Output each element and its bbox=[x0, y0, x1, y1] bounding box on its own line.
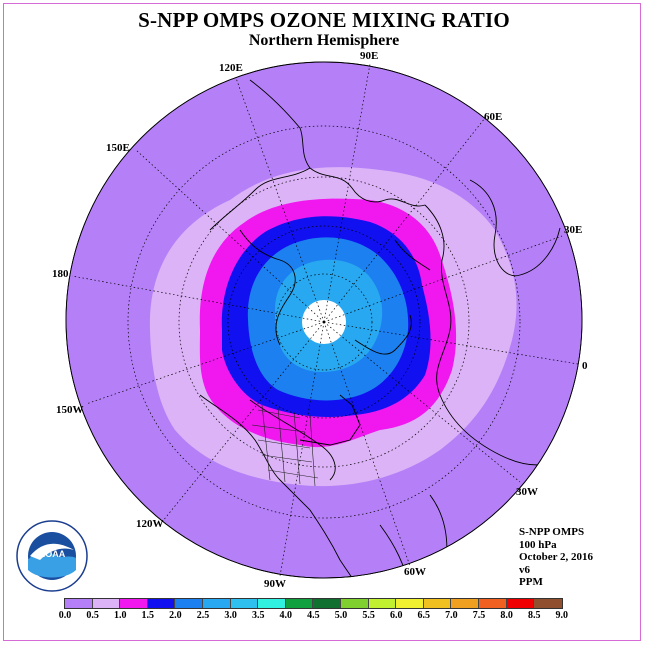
lon-label-120w: 120W bbox=[136, 518, 164, 530]
meta-date: October 2, 2016 bbox=[519, 551, 594, 564]
noaa-logo: NOAA bbox=[16, 520, 88, 592]
lon-label-180: 180 bbox=[52, 268, 69, 280]
colorbar-tick-label: 3.5 bbox=[251, 610, 265, 621]
colorbar-swatch bbox=[313, 599, 341, 608]
colorbar-swatch bbox=[368, 599, 397, 608]
meridian-lines bbox=[71, 63, 579, 577]
colorbar-tick-label: 2.0 bbox=[169, 610, 182, 621]
colorbar-tick-label: 8.0 bbox=[500, 610, 513, 621]
figure-frame bbox=[3, 3, 641, 641]
meta-units: PPM bbox=[519, 576, 543, 589]
colorbar-tick-label: 0.5 bbox=[86, 610, 99, 621]
meta-level: 100 hPa bbox=[519, 538, 557, 551]
lon-label-150e: 150E bbox=[106, 142, 130, 154]
meta-instrument: S-NPP OMPS bbox=[519, 526, 585, 538]
colorbar-tick-label: 3.0 bbox=[224, 610, 237, 621]
colorbar-tick-label: 6.0 bbox=[389, 610, 403, 621]
colorbar-tick-label: 1.0 bbox=[113, 610, 127, 621]
noaa-logo-text: NOAA bbox=[39, 549, 66, 559]
lon-label-120e: 120E bbox=[219, 62, 243, 74]
colorbar-tick-label: 1.5 bbox=[141, 610, 155, 621]
colorbar-tick-label: 5.0 bbox=[334, 610, 348, 621]
colorbar bbox=[64, 598, 563, 609]
north-america-grid bbox=[251, 404, 319, 487]
lon-label-30w: 30W bbox=[516, 486, 538, 498]
colorbar-swatch bbox=[120, 599, 148, 608]
colorbar-tick-label: 9.0 bbox=[555, 610, 569, 621]
lon-label-60e: 60E bbox=[484, 111, 503, 123]
colorbar-swatch bbox=[534, 599, 562, 608]
lon-label-0: 0 bbox=[582, 360, 588, 372]
colorbar-tick-label: 8.5 bbox=[527, 610, 541, 621]
colorbar-tick-label: 6.5 bbox=[417, 610, 431, 621]
lon-label-150w: 150W bbox=[56, 404, 84, 416]
colorbar-tick-label: 0.0 bbox=[58, 610, 72, 621]
map-disc-outline bbox=[65, 61, 583, 579]
colorbar-tick-label: 5.5 bbox=[362, 610, 375, 621]
plot-metadata: S-NPP OMPS 100 hPa October 2, 2016 v6 PP… bbox=[519, 526, 593, 589]
lon-label-60w: 60W bbox=[404, 566, 426, 578]
latitude-circles bbox=[127, 125, 521, 519]
colorbar-swatch bbox=[423, 599, 452, 608]
lon-label-90w: 90W bbox=[264, 578, 286, 590]
colorbar-swatch bbox=[451, 599, 479, 608]
colorbar-swatch bbox=[147, 599, 176, 608]
figure-subtitle: Northern Hemisphere bbox=[248, 32, 400, 49]
meta-version: v6 bbox=[519, 563, 530, 576]
colorbar-swatch bbox=[65, 599, 93, 608]
colorbar-swatch bbox=[396, 599, 424, 608]
colorbar-tick-label: 2.5 bbox=[196, 610, 210, 621]
colorbar-swatch bbox=[92, 599, 121, 608]
colorbar-swatch bbox=[258, 599, 286, 608]
lon-label-90e: 90E bbox=[360, 50, 379, 62]
colorbar-tick-label: 4.5 bbox=[307, 610, 320, 621]
colorbar-swatch bbox=[202, 599, 231, 608]
colorbar-tick-label: 4.0 bbox=[279, 610, 293, 621]
colorbar-swatch bbox=[285, 599, 314, 608]
lon-label-30e: 30E bbox=[564, 224, 583, 236]
colorbar-swatch bbox=[175, 599, 203, 608]
colorbar-tick-label: 7.5 bbox=[472, 610, 486, 621]
colorbar-swatch bbox=[230, 599, 259, 608]
colorbar-swatch bbox=[506, 599, 535, 608]
figure-title: S-NPP OMPS OZONE MIXING RATIO bbox=[138, 8, 510, 32]
colorbar-swatch bbox=[478, 599, 507, 608]
colorbar-swatch bbox=[340, 599, 369, 608]
colorbar-tick-label: 7.0 bbox=[445, 610, 458, 621]
